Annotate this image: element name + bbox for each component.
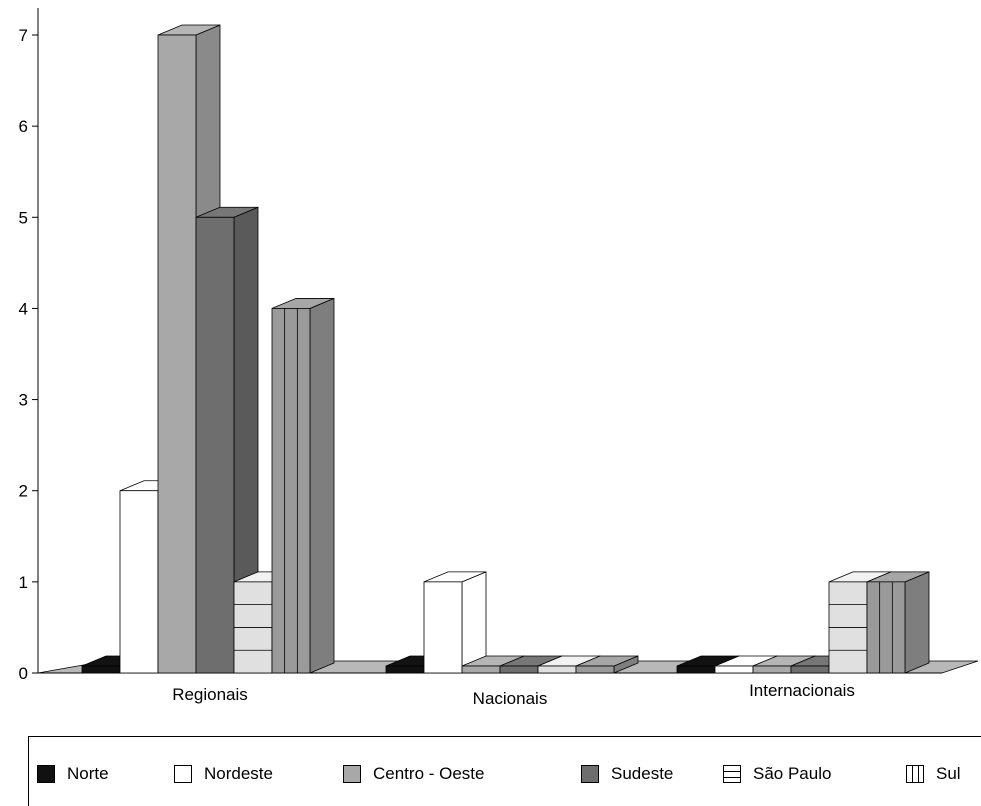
- x-category-label: Internacionais: [749, 681, 855, 700]
- x-category-label: Nacionais: [473, 689, 548, 708]
- legend-item: Sul: [906, 763, 961, 785]
- legend-item: São Paulo: [723, 763, 831, 785]
- category-labels: Regionais Nacionais Internacionais: [172, 681, 855, 708]
- legend-label: Sudeste: [611, 764, 674, 783]
- y-tick-label: 5: [19, 208, 28, 227]
- bar: [423, 571, 487, 674]
- legend-label: Sul: [936, 764, 961, 783]
- bar-group: [81, 24, 930, 674]
- y-axis: 0 1 2 3 4 5 6 7: [19, 8, 39, 683]
- bar: [866, 571, 930, 674]
- legend-item: Centro - Oeste: [343, 763, 485, 785]
- legend-item: Norte: [37, 763, 109, 785]
- bar: [271, 297, 335, 674]
- legend: Norte Nordeste Centro - Oeste Sudeste São Pa…: [28, 736, 981, 806]
- y-tick-label: 1: [19, 573, 28, 592]
- legend-swatch: [37, 765, 55, 783]
- y-tick-label: 2: [19, 482, 28, 501]
- legend-label: Norte: [67, 764, 109, 783]
- legend-swatch: [723, 765, 741, 783]
- legend-label: Nordeste: [204, 764, 273, 783]
- y-tick-label: 0: [19, 664, 28, 683]
- legend-label: Centro - Oeste: [373, 764, 485, 783]
- legend-swatch: [343, 765, 361, 783]
- legend-swatch: [174, 765, 192, 783]
- x-category-label: Regionais: [172, 685, 248, 704]
- bar-chart: 0 1 2 3 4 5 6 7 Regionais Nacionais Internacionai…: [19, 8, 979, 708]
- y-tick-label: 7: [19, 26, 28, 45]
- legend-swatch: [906, 765, 924, 783]
- bar: [575, 655, 639, 674]
- legend-swatch: [581, 765, 599, 783]
- legend-label: São Paulo: [753, 764, 832, 783]
- legend-item: Nordeste: [174, 763, 273, 785]
- bar: [195, 206, 259, 674]
- legend-item: Sudeste: [581, 763, 673, 785]
- y-tick-label: 4: [19, 299, 28, 318]
- y-tick-label: 3: [19, 391, 28, 410]
- y-tick-label: 6: [19, 117, 28, 136]
